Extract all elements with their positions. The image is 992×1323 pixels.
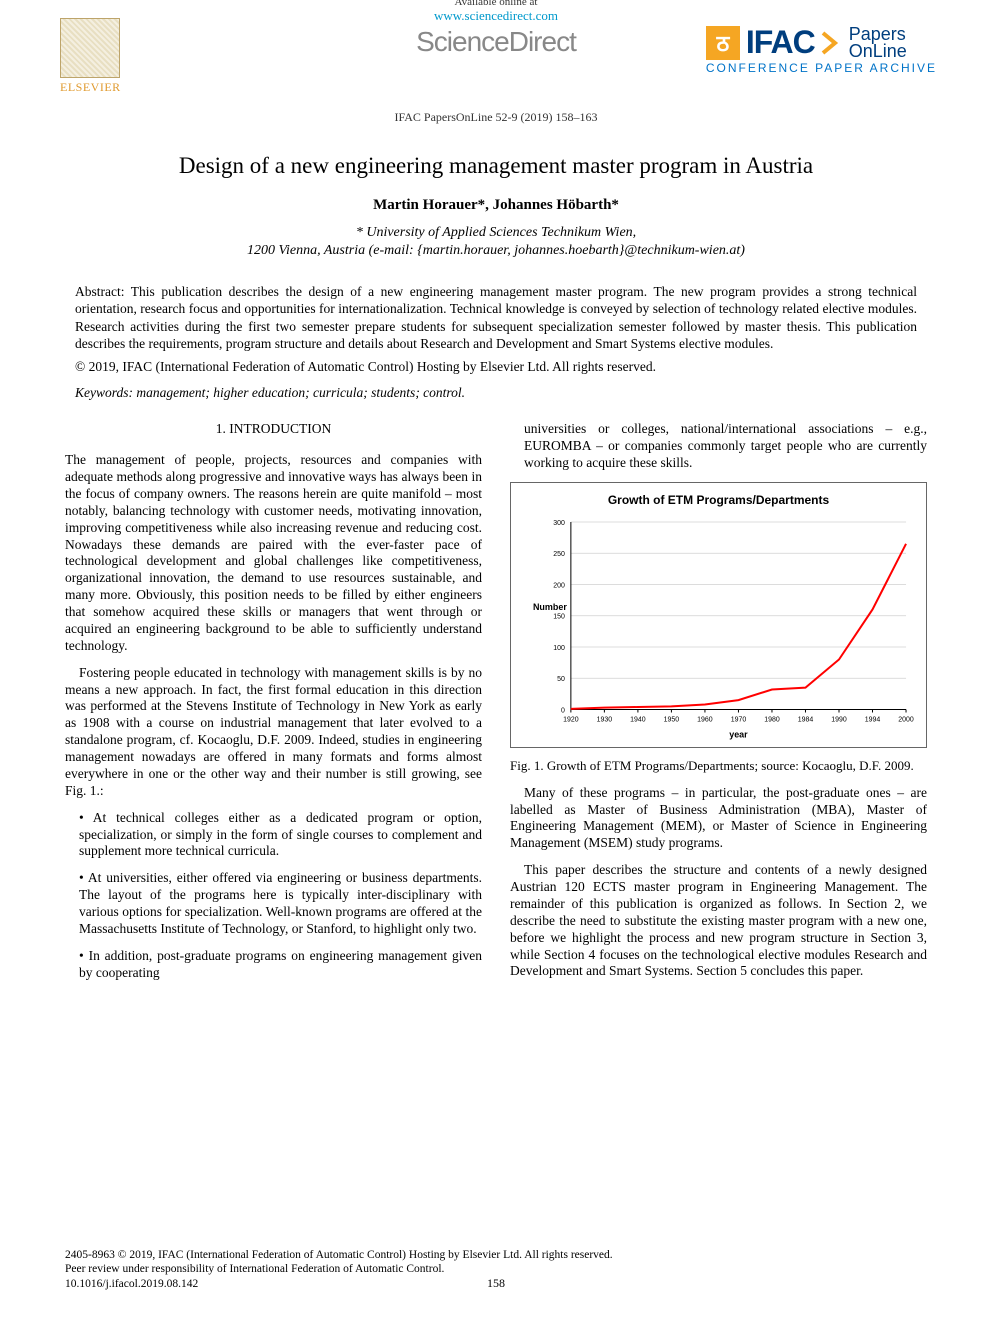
svg-text:1950: 1950 [664, 716, 680, 723]
svg-text:150: 150 [553, 614, 565, 621]
paper-title: Design of a new engineering management m… [0, 153, 992, 179]
svg-text:50: 50 [557, 676, 565, 683]
right-p3: This paper describes the structure and c… [510, 862, 927, 980]
chart-svg: 0 50 100 150 200 250 300 1920 1930 1940 1950 1960 19… [519, 514, 918, 743]
ifac-subtitle: CONFERENCE PAPER ARCHIVE [706, 61, 937, 75]
right-p2: Many of these programs – in particular, … [510, 785, 927, 853]
figure-1-caption: Fig. 1. Growth of ETM Programs/Departmen… [510, 758, 927, 774]
svg-text:year: year [729, 729, 748, 739]
svg-text:Number: Number [533, 602, 567, 612]
left-bullet-2: • At universities, either offered via en… [79, 870, 482, 938]
left-bullet-3: • In addition, post-graduate programs on… [79, 948, 482, 982]
abstract: Abstract: This publication describes the… [75, 283, 917, 352]
svg-text:1920: 1920 [563, 716, 579, 723]
svg-text:1984: 1984 [798, 716, 814, 723]
sciencedirect-url[interactable]: www.sciencedirect.com [0, 8, 992, 24]
keywords: Keywords: management; higher education; … [75, 385, 917, 401]
svg-text:250: 250 [553, 551, 565, 558]
ifac-logo: ठ IFAC Papers OnLine CONFERENCE PAPER AR… [706, 24, 937, 75]
right-p1: universities or colleges, national/inter… [524, 421, 927, 472]
svg-text:1960: 1960 [697, 716, 713, 723]
ifac-symbol-icon: ठ [706, 26, 740, 60]
svg-text:1990: 1990 [831, 716, 847, 723]
left-p2: Fostering people educated in technology … [65, 665, 482, 800]
svg-text:1994: 1994 [865, 716, 881, 723]
svg-text:1980: 1980 [764, 716, 780, 723]
svg-text:2000: 2000 [898, 716, 914, 723]
footer-peer-review: Peer review under responsibility of Inte… [65, 1262, 613, 1276]
ifac-papers-l2: OnLine [849, 43, 907, 59]
page-number: 158 [0, 1276, 992, 1291]
ifac-papers-online: Papers OnLine [845, 26, 907, 58]
page-header: ELSEVIER Available online at www.science… [0, 0, 992, 110]
authors: Martin Horauer*, Johannes Höbarth* [0, 197, 992, 214]
figure-1-chart: Growth of ETM Programs/Departments 0 50 10… [510, 482, 927, 748]
chart-title: Growth of ETM Programs/Departments [519, 493, 918, 508]
svg-text:1970: 1970 [731, 716, 747, 723]
journal-citation: IFAC PapersOnLine 52-9 (2019) 158–163 [0, 110, 992, 125]
chevron-right-icon [821, 29, 839, 57]
body-columns: 1. INTRODUCTION The management of people… [65, 421, 927, 991]
affiliation-1: * University of Applied Sciences Technik… [0, 224, 992, 242]
left-p1: The management of people, projects, reso… [65, 452, 482, 655]
section-1-heading: 1. INTRODUCTION [65, 421, 482, 438]
svg-text:1930: 1930 [597, 716, 613, 723]
copyright-line: © 2019, IFAC (International Federation o… [75, 358, 917, 375]
ifac-text: IFAC [746, 24, 815, 61]
affiliation-2: 1200 Vienna, Austria (e-mail: {martin.ho… [0, 242, 992, 260]
left-bullet-1: • At technical colleges either as a dedi… [79, 810, 482, 861]
svg-text:100: 100 [553, 645, 565, 652]
svg-text:1940: 1940 [630, 716, 646, 723]
footer-copyright: 2405-8963 © 2019, IFAC (International Fe… [65, 1248, 613, 1262]
title-block: Design of a new engineering management m… [0, 153, 992, 259]
available-at-text: Available online at [0, 0, 992, 8]
elsevier-text: ELSEVIER [60, 80, 130, 95]
svg-text:0: 0 [561, 707, 565, 714]
svg-text:300: 300 [553, 520, 565, 527]
svg-text:200: 200 [553, 582, 565, 589]
right-column: universities or colleges, national/inter… [510, 421, 927, 991]
left-column: 1. INTRODUCTION The management of people… [65, 421, 482, 991]
